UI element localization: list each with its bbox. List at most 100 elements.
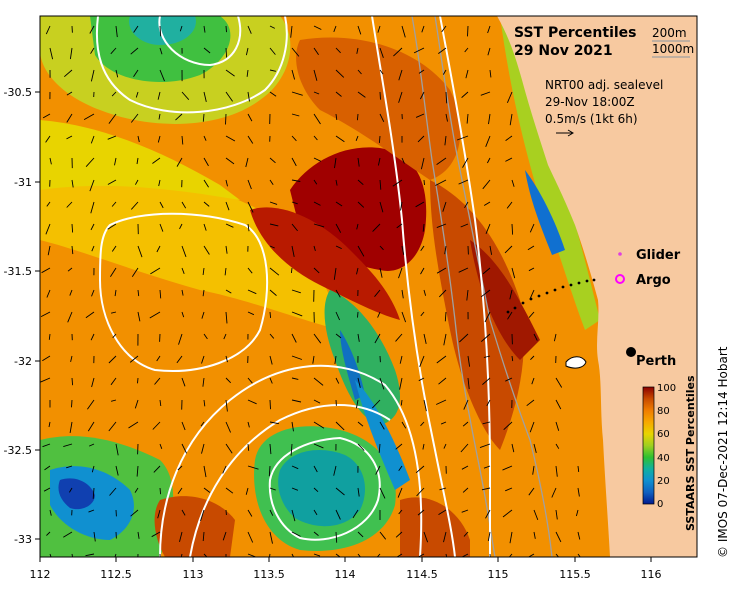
velocity-arrow [224,267,227,276]
y-tick-label: -32 [14,355,32,368]
velocity-arrow [436,399,447,405]
velocity-arrow [291,201,298,205]
velocity-arrow [291,289,301,294]
velocity-arrow [511,223,514,235]
velocity-arrow [313,399,321,404]
velocity-arrow [313,179,318,185]
sealevel-contour-nw-inner [158,16,242,67]
velocity-arrow [509,531,513,544]
velocity-arrow [436,157,447,165]
velocity-arrow [333,465,337,476]
glider-track-point [577,281,581,285]
velocity-arrow [438,377,447,385]
velocity-arrow [313,157,322,162]
velocity-arrow [129,355,139,363]
velocity-arrow [269,47,276,55]
velocity-arrows [40,25,581,557]
velocity-arrow [225,399,228,412]
velocity-arrow [203,179,209,188]
velocity-arrow [154,377,161,385]
velocity-arrow [149,311,161,319]
velocity-arrow [423,289,427,296]
velocity-arrow [529,421,535,433]
velocity-arrow [528,267,535,272]
velocity-arrow [130,47,139,55]
velocity-arrow [357,333,360,342]
velocity-arrow [67,267,73,272]
colorbar-tick: 20 [657,476,670,487]
velocity-arrow [90,223,95,231]
sst-south-warm [154,496,235,557]
velocity-arrow [313,113,321,125]
velocity-arrow [203,465,207,478]
velocity-arrow [225,135,236,142]
velocity-arrow [481,487,491,491]
velocity-arrow [526,399,535,407]
map-title: SST Percentiles [514,25,637,41]
velocity-arrow [528,311,535,318]
velocity-arrow [335,69,345,78]
glider-track-point [569,283,573,287]
velocity-arrow [247,311,255,316]
velocity-arrow [456,135,469,141]
velocity-arrow [91,465,95,473]
velocity-arrow [159,69,165,82]
velocity-arrow [111,201,117,207]
velocity-arrow [225,311,228,324]
velocity-arrow [176,355,183,364]
isobath-label-200m: 200m [652,26,687,40]
velocity-arrow [333,25,337,33]
velocity-arrow [335,531,338,543]
isobath-label-1000m: 1000m [652,42,694,56]
velocity-arrow [269,245,275,249]
velocity-arrow [112,333,117,339]
velocity-arrow [313,377,324,386]
velocity-arrow [291,157,297,167]
velocity-arrow [92,487,95,499]
velocity-scale-label: 0.5m/s (1kt 6h) [545,112,638,126]
velocity-arrow [335,421,345,431]
velocity-arrow [511,443,515,453]
velocity-arrow [111,91,117,97]
velocity-arrow [66,135,73,140]
velocity-arrow [87,421,95,432]
sst-shelf-warm [430,180,524,450]
velocity-arrow [461,509,469,513]
velocity-arrow [203,47,211,54]
velocity-arrow [312,355,315,364]
velocity-arrow [333,267,337,280]
velocity-arrow [291,223,298,232]
velocity-arrow [489,69,492,78]
velocity-arrow [442,69,447,75]
velocity-arrow [133,69,139,77]
velocity-arrow [378,443,381,453]
velocity-arrow [225,223,234,228]
velocity-arrow [269,25,276,29]
velocity-arrow [269,179,274,185]
velocity-arrow [49,553,52,557]
velocity-arrow [269,91,277,97]
velocity-arrow [247,465,259,470]
velocity-arrow [203,487,211,493]
velocity-arrow [465,69,469,79]
velocity-arrow [335,487,345,496]
velocity-arrow [460,223,469,228]
velocity-arrow [511,355,514,362]
velocity-arrow [531,377,535,385]
velocity-arrow [181,201,187,209]
velocity-arrow [419,91,425,100]
velocity-arrow [181,135,184,145]
velocity-arrow [551,487,557,498]
velocity-arrow [313,201,321,206]
velocity-arrow [291,311,303,317]
velocity-arrow [357,201,365,208]
velocity-arrow [159,289,162,299]
velocity-arrow [445,553,448,557]
velocity-arrow [247,443,250,451]
glider-track-point [592,278,596,282]
velocity-arrow [203,91,207,103]
velocity-arrow [485,509,491,519]
argo-marker-icon [615,274,625,284]
velocity-arrow [483,465,491,469]
velocity-arrow [66,113,73,123]
